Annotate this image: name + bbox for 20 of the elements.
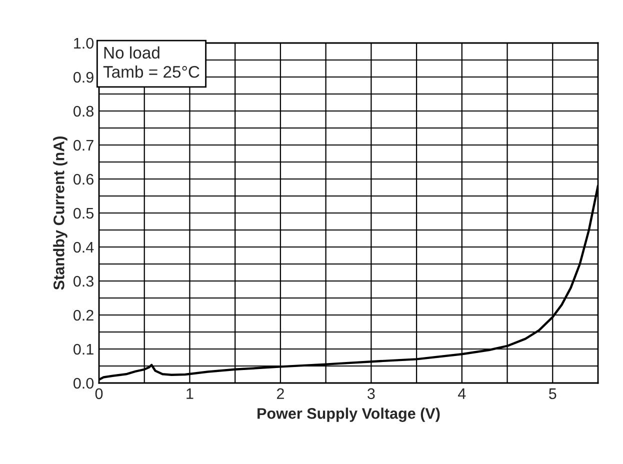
y-tick-label: 0.6 (74, 174, 94, 185)
x-tick-label: 2 (276, 388, 284, 399)
x-tick-label: 3 (368, 388, 375, 400)
x-tick-label: 0 (95, 388, 103, 400)
y-tick-label: 0.9 (74, 72, 94, 83)
y-tick-label: 0.4 (74, 242, 94, 253)
x-tick-label: 5 (549, 388, 556, 400)
y-tick-label: 0.8 (74, 106, 94, 117)
y-tick-label: 0.2 (74, 310, 94, 321)
x-axis-title: Power Supply Voltage (V) (258, 408, 440, 422)
x-tick-label: 1 (186, 388, 194, 399)
y-tick-label: 1.0 (74, 38, 94, 49)
y-tick-label: 0.0 (74, 378, 94, 389)
y-axis-title: Standby Current (nA) (53, 136, 68, 290)
y-tick-label: 0.5 (74, 208, 94, 219)
y-tick-label: 0.1 (74, 344, 94, 355)
y-tick-label: 0.7 (74, 140, 94, 151)
annotation: No load Tamb = 25°C (103, 46, 200, 78)
x-tick-label: 4 (458, 388, 466, 399)
y-tick-label: 0.3 (74, 276, 94, 287)
